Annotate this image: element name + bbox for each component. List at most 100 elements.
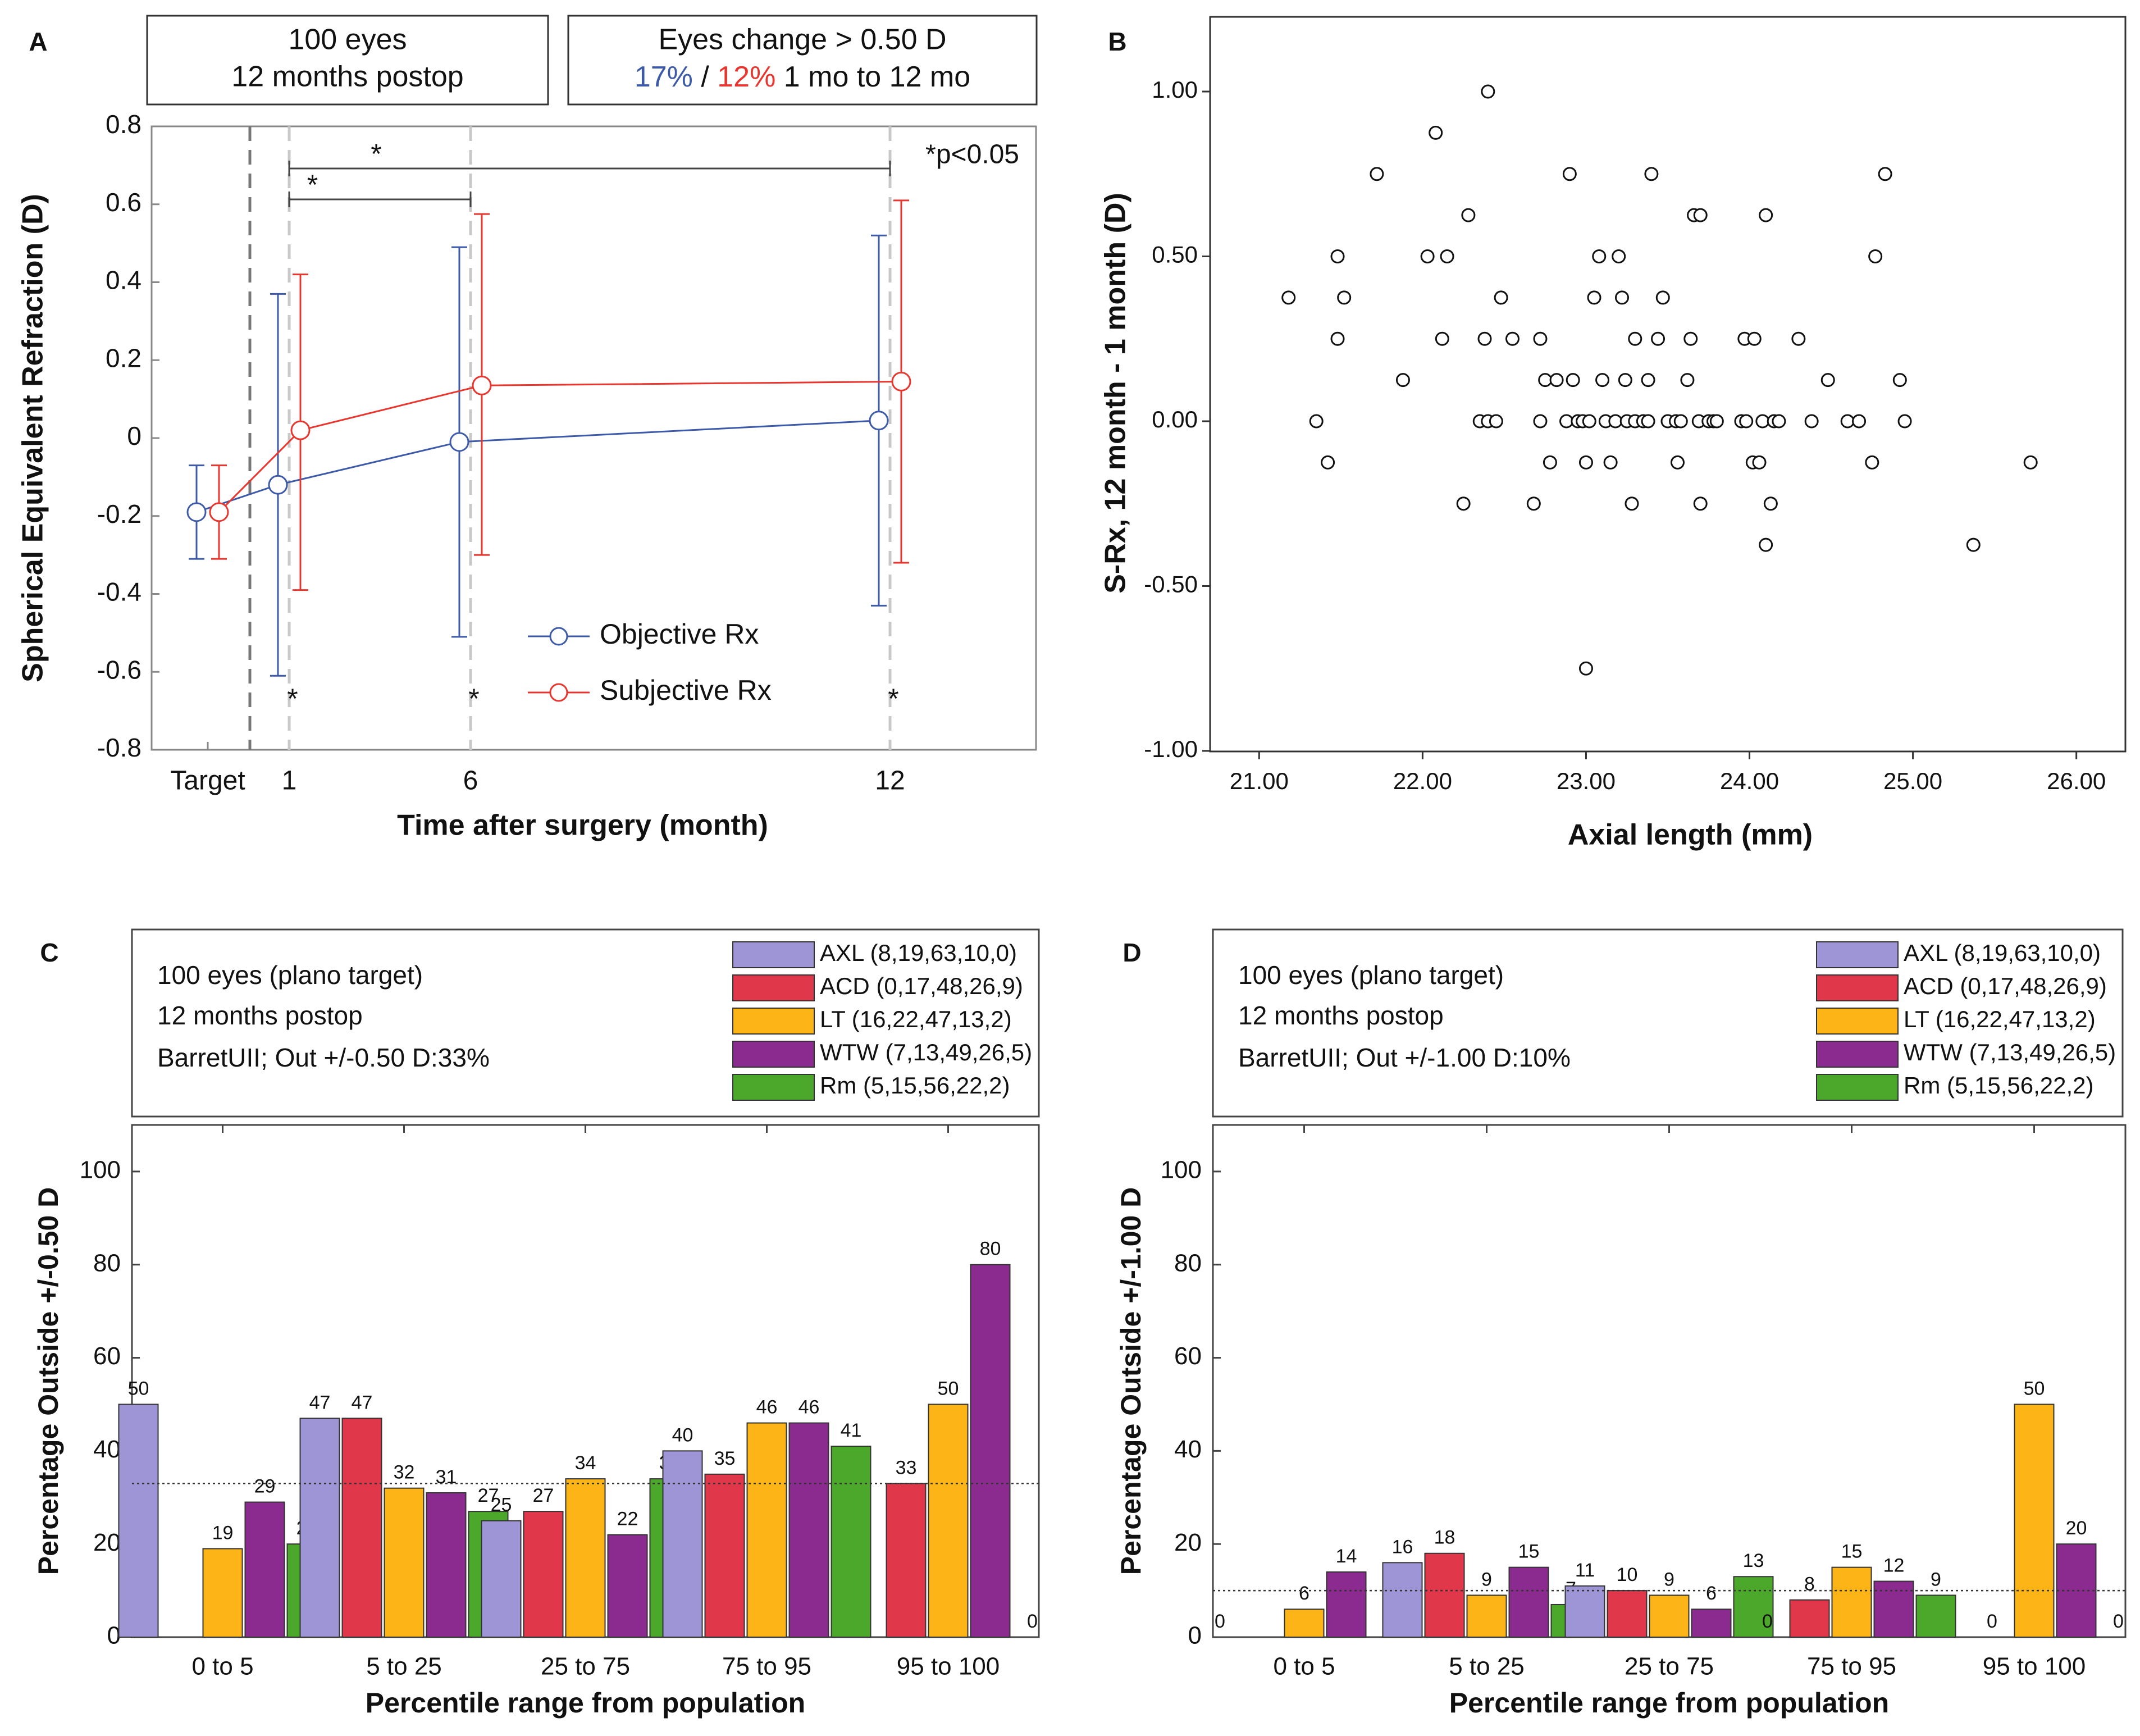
panel-a-mean-marker xyxy=(186,502,207,522)
panel-c-bar-value-label: 41 xyxy=(841,1420,862,1441)
panel-b-data-point xyxy=(1852,414,1867,429)
panel-b-ylabel: S-Rx, 12 month - 1 month (D) xyxy=(1099,193,1132,594)
panel-a-significance-star: * xyxy=(371,138,381,170)
panel-c-legend-swatch xyxy=(732,1008,815,1035)
panel-c-legend-swatch xyxy=(732,941,815,968)
panel-b-data-point xyxy=(2023,455,2038,470)
panel-c-legend-label: ACD (0,17,48,26,9) xyxy=(820,973,1023,999)
panel-a-pct-subjective: 12% xyxy=(717,61,775,93)
panel-b-data-point xyxy=(1533,414,1548,429)
panel-b-data-point xyxy=(1461,208,1476,222)
panel-c-bar-value-label: 50 xyxy=(128,1378,149,1399)
panel-a-box1-line1: 100 eyes xyxy=(288,24,407,56)
panel-d-bar-value-label: 0 xyxy=(1215,1611,1225,1632)
panel-a-mean-marker xyxy=(209,502,229,522)
panel-a-box2-line2: 17% / 12% 1 mo to 12 mo xyxy=(635,61,970,93)
panel-d-category-label: 95 to 100 xyxy=(1983,1653,2086,1680)
panel-c-bar xyxy=(481,1520,522,1638)
panel-b-data-point xyxy=(1578,455,1593,470)
panel-c-bar xyxy=(746,1422,787,1638)
panel-d-bar xyxy=(1564,1585,1605,1638)
panel-a-legend-marker xyxy=(549,627,568,646)
panel-b-data-point xyxy=(1603,455,1618,470)
panel-c-ytick-label: 100 xyxy=(80,1156,121,1184)
panel-b-data-point xyxy=(1820,373,1835,388)
panel-c-bar xyxy=(523,1511,564,1638)
panel-d-bar-value-label: 15 xyxy=(1841,1541,1863,1562)
panel-b-data-point xyxy=(1791,331,1806,346)
panel-d-bar-value-label: 13 xyxy=(1743,1550,1764,1571)
panel-a-ytick-label: 0.8 xyxy=(106,110,142,139)
panel-a-mean-marker xyxy=(869,411,889,431)
panel-c-bar xyxy=(341,1418,382,1638)
panel-d-ytick-label: 20 xyxy=(1174,1529,1202,1556)
panel-a-xtick-label: Target xyxy=(170,766,245,796)
panel-b-data-point xyxy=(1655,290,1670,305)
panel-b-data-point xyxy=(1840,414,1855,429)
panel-a-point-star: * xyxy=(468,683,479,714)
panel-c-bar xyxy=(886,1483,927,1638)
panel-b-data-point xyxy=(1435,331,1449,346)
panel-a-xtick-label: 12 xyxy=(875,766,905,796)
panel-b-data-point xyxy=(1670,455,1685,470)
panel-b-data-point xyxy=(1337,290,1352,305)
panel-b-data-point xyxy=(1966,537,1981,552)
panel-c-legend-label: WTW (7,13,49,26,5) xyxy=(820,1039,1032,1065)
panel-b-data-point xyxy=(1330,331,1345,346)
panel-c-bar xyxy=(299,1418,340,1638)
panel-c-bar xyxy=(831,1446,871,1638)
panel-c-bar-value-label: 50 xyxy=(938,1378,959,1399)
panel-c-bar-value-label: 40 xyxy=(672,1424,693,1446)
panel-a-xtick-label: 1 xyxy=(282,766,297,796)
panel-b-data-point xyxy=(1395,373,1410,388)
panel-a-xlabel: Time after surgery (month) xyxy=(397,809,768,842)
panel-b-xtick-label: 23.00 xyxy=(1557,768,1616,794)
panel-d-bar xyxy=(1326,1571,1367,1638)
panel-b-data-point xyxy=(1739,414,1754,429)
panel-c-info-line: 100 eyes (plano target) xyxy=(157,960,423,990)
panel-a-legend-label: Objective Rx xyxy=(600,618,759,650)
panel-b-ytick-label: -1.00 xyxy=(1144,736,1198,762)
panel-c-bar xyxy=(928,1404,969,1638)
panel-a-plot-frame xyxy=(150,125,1037,751)
panel-d-ytick-label: 40 xyxy=(1174,1436,1202,1463)
panel-d-bar-value-label: 0 xyxy=(1987,1611,1997,1632)
panel-d-bar-value-label: 20 xyxy=(2066,1518,2087,1539)
panel-c-bar xyxy=(970,1264,1011,1638)
panel-b-xtick-label: 24.00 xyxy=(1720,768,1779,794)
panel-c-bar xyxy=(384,1487,425,1638)
panel-a-info-box-2 xyxy=(567,15,1038,106)
panel-b-data-point xyxy=(1489,414,1503,429)
panel-d-category-label: 0 to 5 xyxy=(1273,1653,1335,1680)
panel-a-box1-line2: 12 months postop xyxy=(231,61,463,93)
panel-b-data-point xyxy=(1641,414,1655,429)
panel-b-data-point xyxy=(1865,455,1879,470)
panel-c-category-label: 0 to 5 xyxy=(191,1653,253,1680)
panel-d-bar xyxy=(1284,1609,1325,1638)
panel-b-data-point xyxy=(1772,414,1786,429)
panel-d-bar xyxy=(1733,1576,1774,1638)
panel-d-legend-label: WTW (7,13,49,26,5) xyxy=(1904,1039,2116,1065)
panel-b-ytick-label: -0.50 xyxy=(1144,571,1198,598)
panel-b-data-point xyxy=(1543,455,1557,470)
panel-d-bar-value-label: 6 xyxy=(1706,1583,1717,1604)
panel-c-bar xyxy=(244,1501,285,1638)
panel-c-ytick-label: 20 xyxy=(93,1529,121,1556)
panel-b-xtick-label: 26.00 xyxy=(2047,768,2106,794)
panel-a-ytick-label: 0.4 xyxy=(106,266,142,295)
panel-b-data-point xyxy=(1693,496,1708,511)
panel-c-category-label: 75 to 95 xyxy=(722,1653,811,1680)
panel-a-point-star: * xyxy=(287,683,298,714)
panel-b-ytick-label: 0.00 xyxy=(1152,406,1198,432)
panel-b-plot-frame xyxy=(1209,16,2127,753)
panel-b-data-point xyxy=(1612,249,1626,263)
panel-b-data-point xyxy=(1505,331,1520,346)
panel-b-data-point xyxy=(1309,414,1324,429)
panel-d-category-label: 25 to 75 xyxy=(1625,1653,1714,1680)
panel-c-xlabel: Percentile range from population xyxy=(366,1687,805,1719)
panel-d-legend-swatch xyxy=(1816,1074,1899,1101)
panel-c-info-line: 12 months postop xyxy=(157,1001,363,1030)
panel-b-data-point xyxy=(1330,249,1345,263)
panel-a-ytick-label: -0.4 xyxy=(97,577,142,607)
panel-d-bar-value-label: 8 xyxy=(1804,1574,1815,1595)
